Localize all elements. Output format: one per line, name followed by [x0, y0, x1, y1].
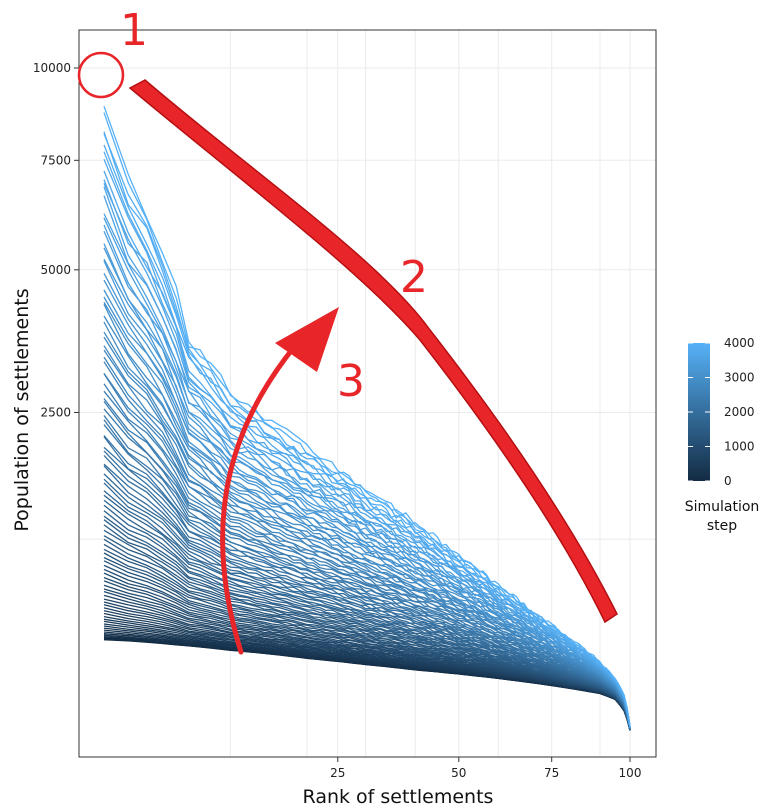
color-legend: 0 1000 2000 3000 4000 Simulation step — [685, 336, 760, 534]
legend-tick-label: 0 — [724, 474, 732, 488]
y-tick-label: 5000 — [40, 263, 71, 277]
legend-tick-label: 3000 — [724, 371, 755, 385]
annotation-label-3: 3 — [337, 356, 365, 407]
annotation-circle-1 — [79, 53, 123, 97]
x-tick-label: 25 — [330, 766, 345, 780]
y-tick-label: 2500 — [40, 406, 71, 420]
y-axis-ticks: 2500 5000 7500 10000 — [33, 61, 79, 420]
legend-tick-label: 2000 — [724, 405, 755, 419]
x-tick-label: 50 — [451, 766, 466, 780]
annotation-label-2: 2 — [400, 252, 428, 303]
y-tick-label: 10000 — [33, 61, 71, 75]
legend-title-line2: step — [707, 518, 737, 534]
annotation-label-1: 1 — [120, 5, 148, 56]
legend-tick-label: 4000 — [724, 336, 755, 350]
y-tick-label: 7500 — [40, 153, 71, 167]
x-tick-label: 75 — [544, 766, 559, 780]
x-axis-title: Rank of settlements — [303, 786, 494, 808]
x-tick-label: 100 — [619, 766, 642, 780]
x-axis-ticks: 25 50 75 100 — [330, 757, 641, 780]
simulation-curves — [104, 106, 630, 730]
legend-tick-label: 1000 — [724, 440, 755, 454]
legend-title-line1: Simulation — [685, 499, 760, 515]
y-axis-title: Population of settlements — [11, 288, 33, 531]
